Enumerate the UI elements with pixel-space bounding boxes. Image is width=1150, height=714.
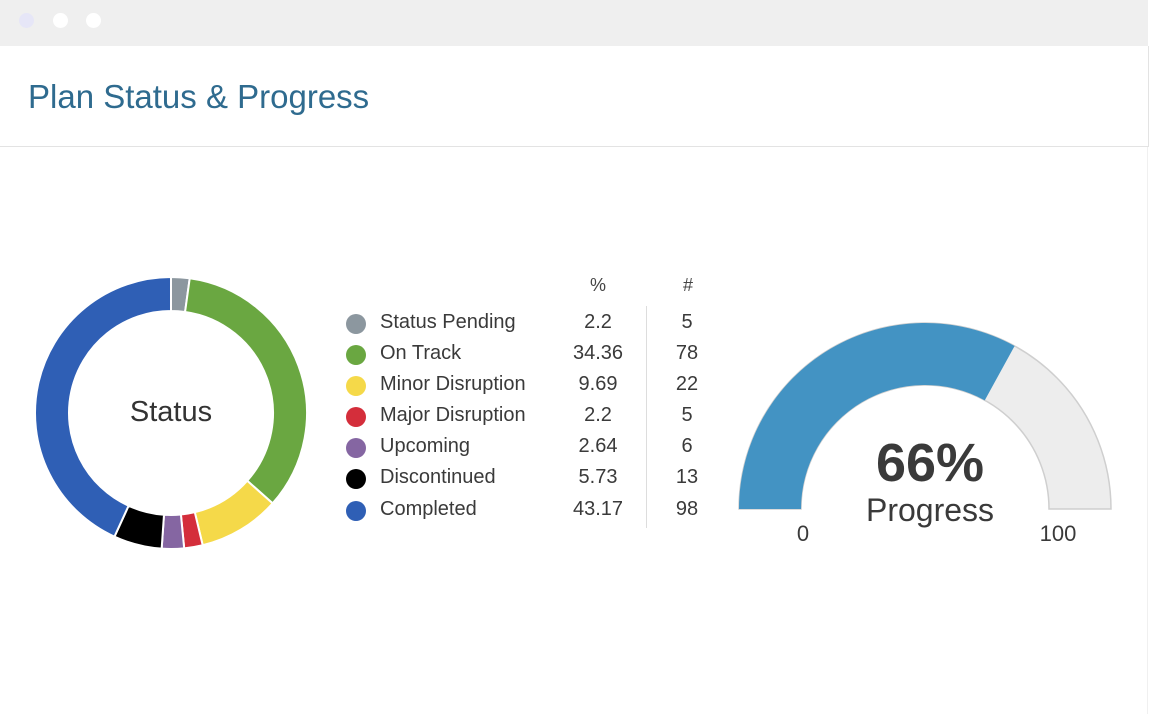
donut-slice-upcoming[interactable] [160,513,186,550]
legend-item-upcoming: Upcoming 2.64 6 [346,433,726,463]
legend-label: Minor Disruption [380,373,526,395]
on-track-dot [346,345,366,365]
gauge-max-label: 100 [1039,521,1077,546]
legend-item-status-pending: Status Pending 2.2 5 [346,309,726,339]
legend-percent: 2.2 [584,404,612,426]
legend-label: Status Pending [380,311,516,333]
legend-percent: 2.2 [584,311,612,333]
legend-label: Completed [380,498,477,520]
legend-label: On Track [380,342,462,364]
title-bar [0,0,1148,46]
completed-dot [346,501,366,521]
legend-count: 5 [681,404,693,426]
count-column-header: # [682,275,693,295]
legend-item-discontinued: Discontinued 5.73 13 [346,464,726,494]
status-donut-chart: Status [34,275,308,550]
gauge-min-label: 0 [796,521,810,546]
progress-label: Progress [865,492,995,528]
legend-item-on-track: On Track 34.36 78 [346,340,726,370]
gauge-fill [739,323,1015,509]
legend-count: 6 [681,435,693,457]
legend-item-minor-disruption: Minor Disruption 9.69 22 [346,371,726,401]
status-pending-dot [346,314,366,334]
legend-percent: 5.73 [578,466,618,488]
content-border [1147,147,1148,714]
legend-percent: 34.36 [572,342,624,364]
discontinued-dot [346,469,366,489]
progress-value: 66% [875,433,985,493]
donut-slice-completed[interactable] [34,275,172,539]
donut-center-label: Status [130,396,212,428]
upcoming-dot [346,438,366,458]
legend-count: 22 [675,373,699,395]
legend-item-major-disruption: Major Disruption 2.2 5 [346,402,726,432]
legend-percent: 9.69 [578,373,618,395]
legend-label: Discontinued [380,466,496,488]
legend-item-completed: Completed 43.17 98 [346,496,726,526]
legend-count: 78 [675,342,699,364]
progress-gauge [738,322,1112,510]
legend-percent: 43.17 [572,498,624,520]
page-header: Plan Status & Progress [0,46,1149,147]
legend-count: 13 [675,466,699,488]
maximize-window-button[interactable] [86,13,101,28]
legend-label: Upcoming [380,435,471,457]
donut-slice-on-track[interactable] [183,277,308,505]
major-disruption-dot [346,407,366,427]
minimize-window-button[interactable] [53,13,68,28]
percent-column-header: % [589,275,606,295]
column-divider [646,306,647,528]
minor-disruption-dot [346,376,366,396]
legend-label: Major Disruption [380,404,526,426]
legend-count: 98 [675,498,699,520]
legend-count: 5 [681,311,693,333]
page-title: Plan Status & Progress [28,78,370,115]
legend-percent: 2.64 [578,435,618,457]
close-window-button[interactable] [19,13,34,28]
